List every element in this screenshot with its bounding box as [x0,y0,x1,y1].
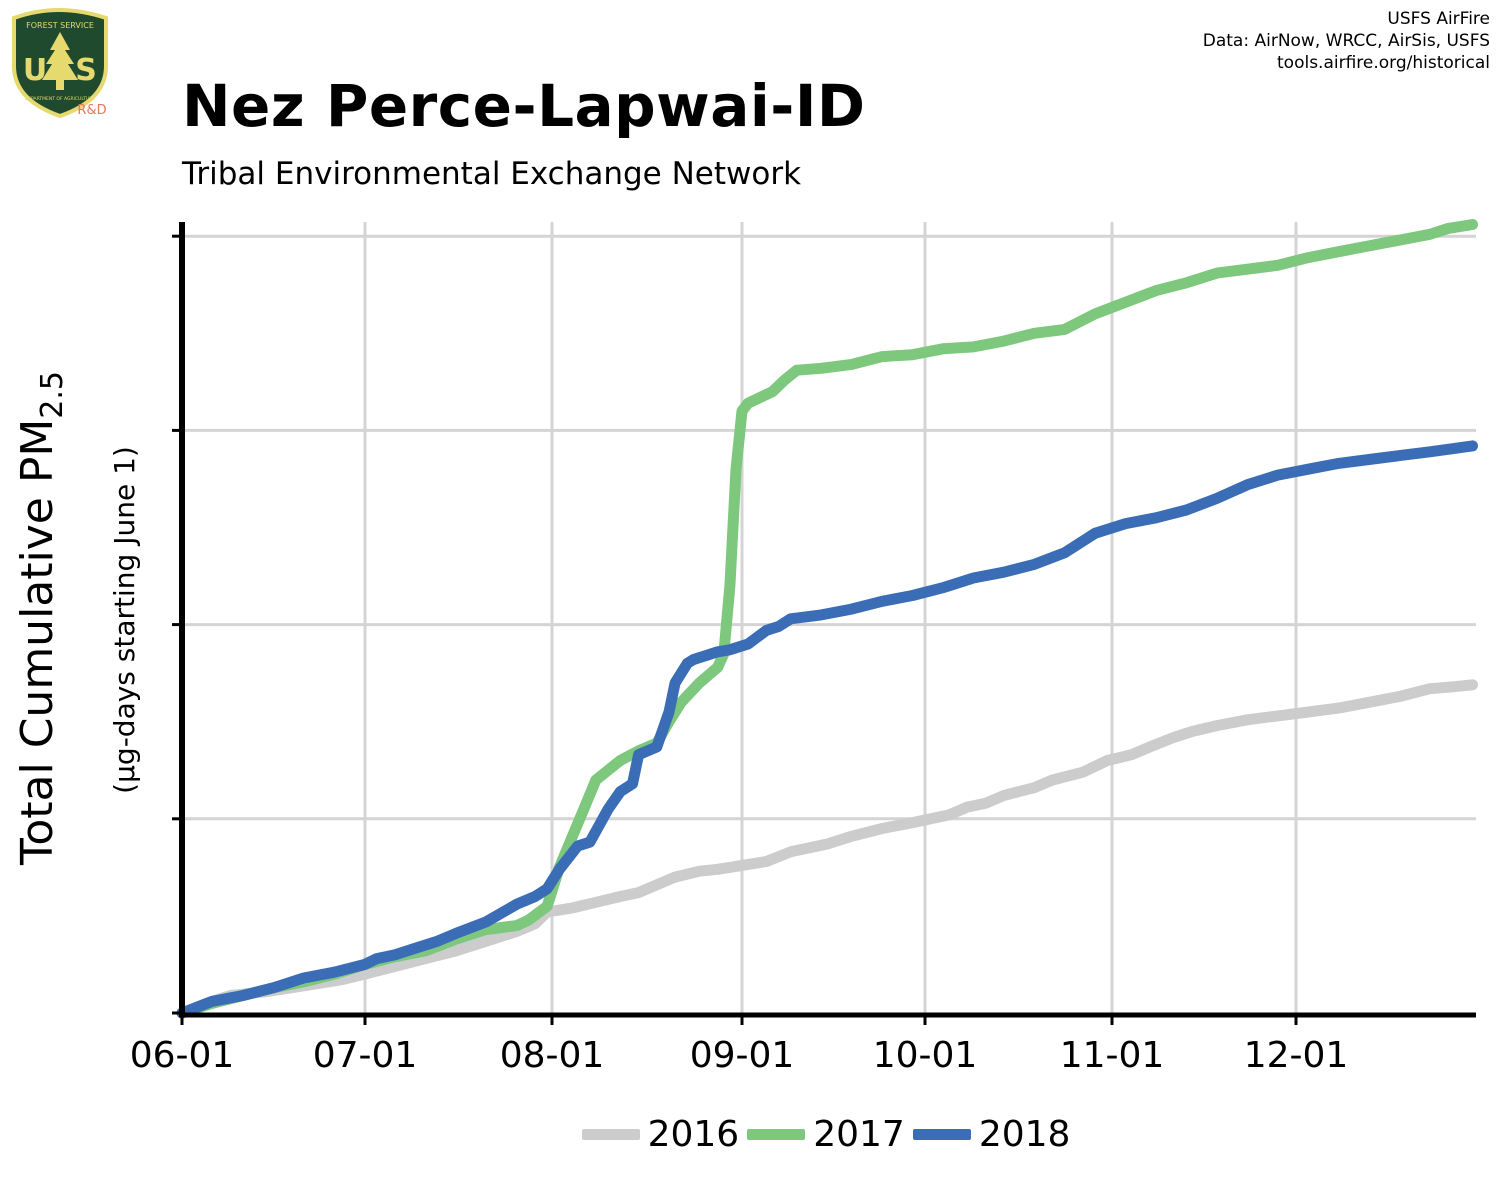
y-axis-label-subscript: 2.5 [35,371,70,419]
legend-label: 2018 [978,1114,1071,1155]
axis-layer: 06-01 07-01 08-01 09-01 10-01 11-01 12-01 [130,222,1476,1076]
legend-item-2017: 2017 [747,1114,905,1155]
legend-swatch [912,1129,971,1140]
logo-letter-u: U [23,53,47,88]
legend-swatch [747,1129,806,1140]
y-axis-label: Total Cumulative PM2.5 [12,371,70,866]
credit-line: USFS AirFire [1387,9,1490,29]
tree-icon [42,32,78,90]
legend-item-2018: 2018 [912,1114,1071,1155]
credit-line: tools.airfire.org/historical [1277,53,1490,73]
series-line-2018 [176,440,1478,1019]
grid-layer [182,222,1476,1015]
x-tick-label: 11-01 [1060,1035,1165,1076]
legend-item-2016: 2016 [581,1114,740,1155]
logo-bottom-text: DEPARTMENT OF AGRICULTURE [25,96,96,102]
logo-letter-s: S [75,53,97,88]
legend-swatch [581,1129,640,1140]
x-tick-label: 12-01 [1244,1035,1349,1076]
series-layer [176,219,1478,1019]
x-tick-label: 06-01 [130,1035,235,1076]
legend-label: 2017 [813,1114,905,1155]
chart-subtitle: Tribal Environmental Exchange Network [182,156,802,192]
credits: USFS AirFire Data: AirNow, WRCC, AirSis,… [1203,8,1490,74]
series-line-2016 [176,679,1478,1019]
legend-label: 2016 [647,1114,740,1155]
x-tick-label: 08-01 [500,1035,605,1076]
legend: 2016 2017 2018 [0,1114,1500,1155]
y-axis-units-label: (µg-days starting June 1) [108,446,141,794]
credit-line: Data: AirNow, WRCC, AirSis, USFS [1202,31,1490,51]
logo-top-text: FOREST SERVICE [26,21,94,30]
x-tick-label: 07-01 [313,1035,418,1076]
logo-badge: R&D [77,103,106,118]
y-axis-label-main: Total Cumulative PM [12,419,63,866]
chart-title: Nez Perce-Lapwai-ID [182,72,866,140]
x-tick-label: 10-01 [873,1035,978,1076]
series-line-2017 [176,219,1478,1019]
x-tick-label: 09-01 [690,1035,795,1076]
usfs-shield-logo: U S FOREST SERVICE DEPARTMENT OF AGRICUL… [12,8,108,119]
